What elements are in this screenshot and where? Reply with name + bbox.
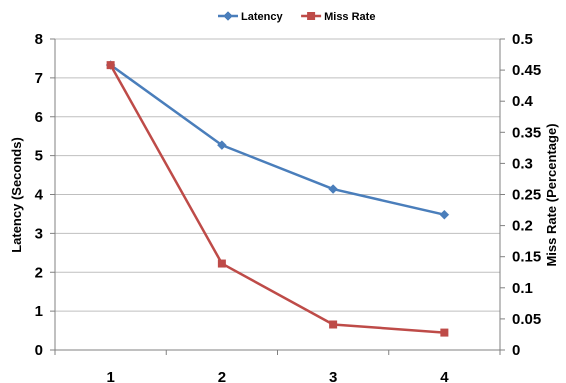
legend-label: Miss Rate (324, 11, 375, 23)
latency-point (328, 184, 338, 194)
grid (55, 38, 500, 312)
latency-point (217, 140, 227, 150)
left-axis-title: Latency (Seconds) (9, 137, 24, 253)
x-tick-label: 4 (440, 369, 449, 383)
left-tick-label: 7 (35, 70, 43, 87)
miss-rate-line (109, 64, 445, 334)
x-tick-label: 2 (218, 369, 226, 383)
left-tick-label: 4 (35, 187, 44, 204)
right-tick-label: 0.15 (512, 249, 541, 266)
left-axis-ticks: 0 1 2 3 4 5 6 7 8 (35, 31, 44, 359)
left-tick-label: 8 (35, 31, 43, 48)
miss-rate-point (106, 61, 115, 70)
left-tick-label: 1 (35, 303, 43, 320)
miss-rate-series (106, 61, 449, 337)
right-tick-label: 0.2 (512, 218, 533, 235)
legend-item-latency: Latency (218, 11, 283, 23)
x-tick-label: 1 (106, 369, 114, 383)
right-tick-label: 0 (512, 342, 520, 359)
x-tick-label: 3 (329, 369, 337, 383)
series (105, 60, 450, 337)
left-tick-label: 6 (35, 109, 43, 126)
legend-swatch-marker (223, 11, 233, 21)
left-tick-label: 3 (35, 225, 43, 242)
left-tick-label: 5 (35, 148, 43, 165)
right-axis-ticks: 0 0.05 0.1 0.15 0.2 0.25 0.3 0.35 0.4 0.45 0.5 (512, 31, 541, 359)
left-tick-label: 0 (35, 342, 43, 359)
axes (50, 38, 505, 355)
right-tick-label: 0.3 (512, 155, 533, 172)
right-tick-label: 0.1 (512, 280, 533, 297)
miss-rate-point (329, 320, 338, 329)
right-tick-label: 0.45 (512, 62, 541, 79)
right-tick-label: 0.05 (512, 311, 541, 328)
left-tick-label: 2 (35, 264, 43, 281)
right-tick-label: 0.35 (512, 124, 541, 141)
right-tick-label: 0.25 (512, 187, 541, 204)
legend-label: Latency (241, 11, 283, 23)
latency-line (109, 64, 445, 216)
legend-swatch-marker (307, 12, 316, 20)
x-axis-ticks: 1 2 3 4 (106, 369, 449, 383)
latency-series (105, 60, 450, 220)
right-tick-label: 0.5 (512, 31, 533, 48)
miss-rate-point (217, 259, 226, 268)
right-tick-label: 0.4 (512, 93, 534, 110)
latency-point (439, 209, 450, 220)
legend-item-miss-rate: Miss Rate (301, 11, 375, 23)
legend: Latency Miss Rate (218, 11, 375, 23)
miss-rate-point (440, 328, 449, 337)
right-axis-title: Miss Rate (Percentage) (544, 123, 559, 266)
